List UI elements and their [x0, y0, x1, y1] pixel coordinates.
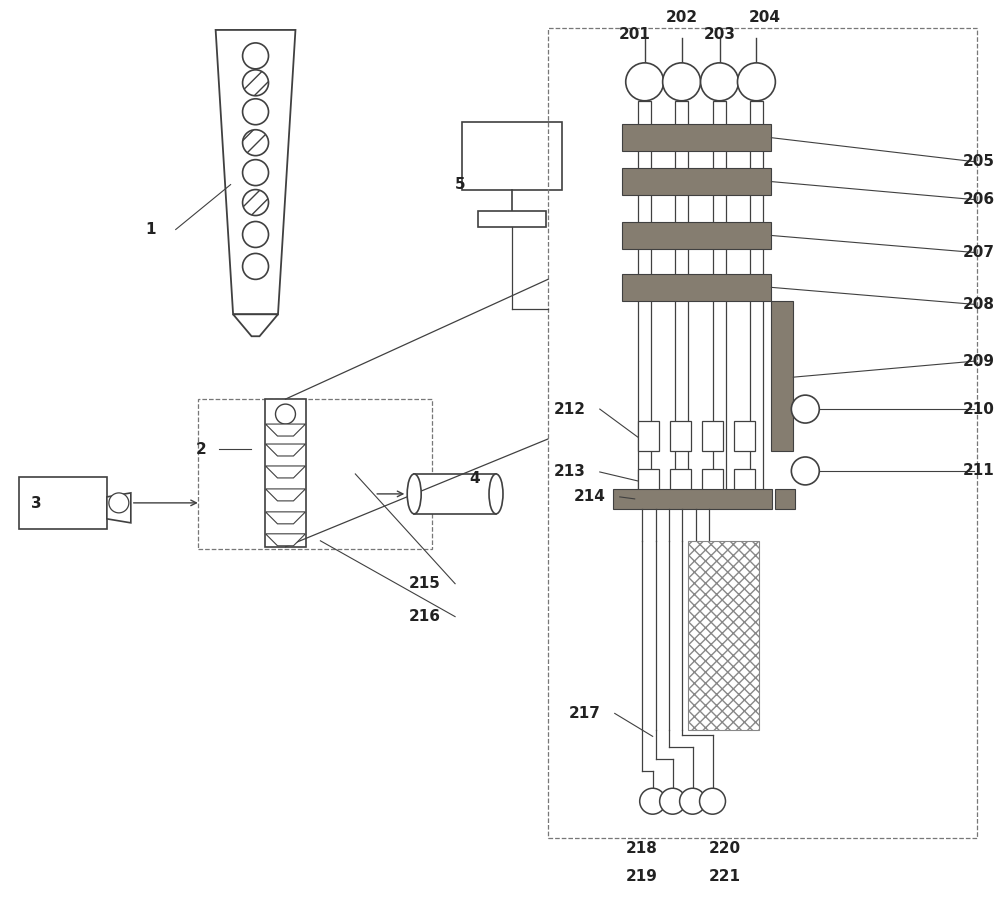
Bar: [771, 302, 793, 451]
Bar: [670, 421, 691, 451]
Bar: [775, 489, 795, 509]
Bar: [734, 421, 755, 451]
Bar: [478, 210, 546, 227]
Polygon shape: [266, 489, 305, 501]
Bar: [638, 421, 659, 451]
Circle shape: [243, 70, 269, 96]
Circle shape: [640, 788, 666, 814]
Circle shape: [701, 63, 738, 101]
Ellipse shape: [489, 474, 503, 514]
Text: 212: 212: [554, 401, 586, 417]
Polygon shape: [266, 444, 305, 456]
Circle shape: [243, 222, 269, 248]
Bar: [622, 124, 771, 151]
Text: 215: 215: [409, 577, 441, 591]
Text: 203: 203: [704, 28, 736, 42]
Circle shape: [243, 160, 269, 186]
Circle shape: [243, 253, 269, 279]
Polygon shape: [266, 512, 305, 524]
Text: 5: 5: [455, 177, 465, 192]
Text: 4: 4: [470, 471, 480, 487]
Text: 214: 214: [574, 489, 606, 505]
Text: 219: 219: [626, 868, 658, 884]
Text: 201: 201: [619, 28, 651, 42]
Polygon shape: [266, 533, 305, 546]
Text: 206: 206: [963, 192, 995, 207]
Bar: [638, 101, 651, 504]
Bar: [688, 541, 759, 730]
Text: 208: 208: [963, 297, 995, 312]
Ellipse shape: [407, 474, 421, 514]
Circle shape: [680, 788, 706, 814]
Polygon shape: [266, 466, 305, 478]
Bar: [198, 399, 432, 549]
Bar: [713, 101, 726, 504]
Circle shape: [243, 99, 269, 125]
Circle shape: [243, 129, 269, 155]
Bar: [19, 477, 107, 529]
Bar: [622, 222, 771, 249]
Polygon shape: [233, 314, 278, 336]
Circle shape: [791, 457, 819, 485]
Text: 205: 205: [963, 154, 995, 169]
Bar: [613, 489, 772, 509]
Bar: [734, 469, 755, 499]
Bar: [702, 421, 723, 451]
Bar: [638, 469, 659, 499]
Text: 210: 210: [963, 401, 995, 417]
Bar: [548, 28, 977, 838]
Text: 1: 1: [146, 222, 156, 237]
Circle shape: [626, 63, 664, 101]
Circle shape: [663, 63, 701, 101]
Text: 216: 216: [409, 609, 441, 624]
Text: 211: 211: [963, 463, 995, 479]
Bar: [670, 469, 691, 499]
Polygon shape: [216, 30, 295, 314]
Text: 202: 202: [666, 11, 698, 25]
Circle shape: [700, 788, 725, 814]
Text: 2: 2: [195, 442, 206, 456]
Text: 221: 221: [708, 868, 740, 884]
Bar: [462, 122, 562, 189]
Bar: [265, 399, 306, 547]
Circle shape: [276, 404, 295, 424]
Text: 204: 204: [748, 11, 780, 25]
Text: 209: 209: [963, 354, 995, 369]
Bar: [702, 469, 723, 499]
Circle shape: [791, 395, 819, 423]
Text: 3: 3: [31, 497, 41, 511]
Circle shape: [243, 189, 269, 216]
Text: 220: 220: [708, 841, 741, 856]
Text: 207: 207: [963, 245, 995, 260]
Bar: [750, 101, 763, 504]
Circle shape: [243, 43, 269, 69]
Text: 217: 217: [569, 706, 601, 721]
Circle shape: [737, 63, 775, 101]
Circle shape: [109, 493, 129, 513]
Circle shape: [660, 788, 686, 814]
Bar: [414, 474, 496, 514]
Text: 213: 213: [554, 464, 586, 480]
Polygon shape: [107, 493, 131, 523]
Polygon shape: [266, 424, 305, 436]
Bar: [675, 101, 688, 504]
Bar: [622, 168, 771, 195]
Text: 218: 218: [626, 841, 658, 856]
Bar: [622, 274, 771, 301]
